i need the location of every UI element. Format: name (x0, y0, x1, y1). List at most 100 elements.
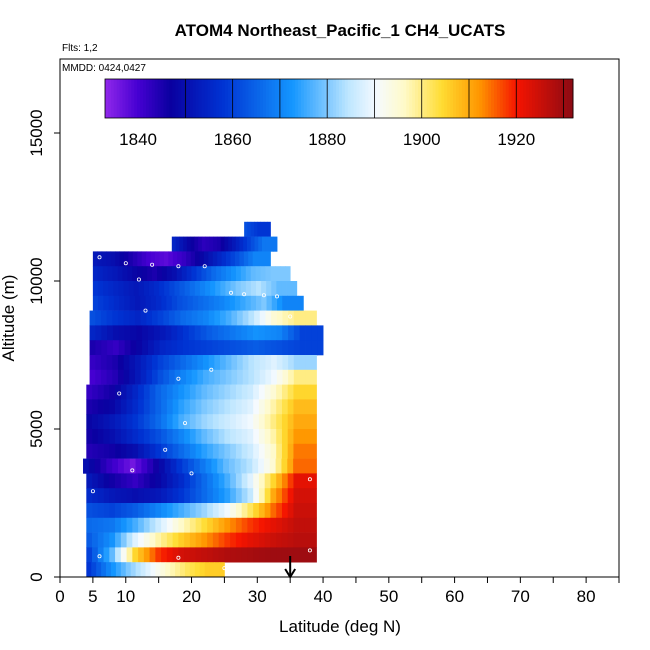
heatmap-cell (172, 251, 178, 267)
heatmap-cell (199, 251, 205, 267)
colorbar-cell (107, 79, 112, 118)
heatmap-cell (184, 517, 191, 533)
heatmap-cell (288, 340, 295, 356)
heatmap-cell (161, 414, 168, 430)
heatmap-cell (203, 355, 210, 371)
heatmap-cell (229, 295, 236, 311)
heatmap-cell (141, 458, 148, 474)
heatmap-cell (161, 429, 168, 445)
heatmap-cell (230, 488, 237, 504)
heatmap-cell (247, 443, 254, 459)
heatmap-cell (206, 325, 213, 341)
heatmap-cell (161, 503, 168, 519)
heatmap-cell (118, 281, 124, 297)
colorbar-cell (327, 79, 331, 118)
heatmap-cell (293, 310, 300, 326)
heatmap-cell (172, 414, 179, 430)
heatmap-cell (149, 547, 156, 563)
heatmap-cell (115, 488, 122, 504)
colorbar-cell (344, 79, 349, 118)
heatmap-cell (264, 429, 271, 445)
heatmap-cell (124, 325, 131, 341)
heatmap-cell (142, 266, 148, 282)
heatmap-cell (235, 429, 243, 445)
heatmap-cell (86, 399, 93, 415)
heatmap-cell (242, 355, 249, 371)
heatmap-cell (112, 340, 120, 356)
heatmap-cell (190, 251, 196, 267)
heatmap-cell (220, 369, 227, 385)
heatmap-cell (275, 266, 281, 282)
heatmap-cell (282, 310, 289, 326)
heatmap-cell (203, 251, 209, 267)
colorbar-cell (540, 79, 545, 118)
heatmap-cell (231, 369, 238, 385)
heatmap-cell (161, 473, 168, 489)
colorbar-cell (283, 79, 287, 118)
heatmap-cell (266, 281, 272, 297)
heatmap-cell (277, 295, 283, 311)
sample-point (123, 261, 128, 266)
colorbar-cell (339, 79, 343, 118)
heatmap-cell (193, 458, 201, 474)
colorbar-cell (371, 79, 375, 118)
heatmap-cell (92, 547, 99, 563)
heatmap-cell (269, 458, 277, 474)
colorbar-cell (511, 79, 515, 118)
heatmap-cell (97, 517, 104, 533)
heatmap-cell (208, 355, 215, 371)
heatmap-cell (172, 488, 179, 504)
heatmap-cell (237, 369, 244, 385)
colorbar-cell (543, 79, 548, 118)
heatmap-cell (235, 399, 243, 415)
heatmap-cell (126, 547, 133, 563)
heatmap-cell (178, 488, 185, 504)
heatmap-cell (259, 355, 266, 371)
heatmap-cell (149, 443, 156, 459)
heatmap-cell (207, 384, 214, 400)
heatmap-cell (103, 473, 110, 489)
heatmap-cell (207, 532, 214, 548)
heatmap-cell (86, 517, 93, 533)
heatmap-cell (89, 369, 96, 385)
heatmap-cell (276, 488, 283, 504)
heatmap-cell (247, 414, 254, 430)
heatmap-cell (169, 281, 175, 297)
heatmap-cell (102, 266, 109, 282)
heatmap-cell (183, 236, 188, 252)
heatmap-cell (208, 310, 215, 326)
colorbar-cell (406, 79, 410, 118)
heatmap-cell (143, 429, 150, 445)
heatmap-cell (92, 503, 99, 519)
colorbar-cell (119, 79, 124, 118)
heatmap-cell (241, 473, 248, 489)
heatmap-cell (221, 251, 227, 267)
heatmap-cell (276, 369, 283, 385)
heatmap-cell (216, 266, 222, 282)
heatmap-cell (281, 547, 289, 563)
heatmap-cell (106, 310, 113, 326)
heatmap-cell (109, 473, 116, 489)
heatmap-cell (140, 310, 147, 326)
heatmap-cell (254, 221, 258, 237)
heatmap-cell (241, 325, 248, 341)
heatmap-cell (128, 281, 135, 297)
heatmap-cell (138, 399, 145, 415)
heatmap-cell (115, 547, 122, 563)
heatmap-cell (305, 369, 312, 385)
heatmap-cell (155, 562, 161, 578)
heatmap-cell (178, 517, 185, 533)
sample-point (90, 489, 95, 494)
heatmap-cell (95, 355, 102, 371)
heatmap-cell (207, 473, 214, 489)
heatmap-cell (112, 369, 119, 385)
heatmap-cell (191, 310, 198, 326)
heatmap-cell (230, 443, 237, 459)
colorbar-cell (131, 79, 135, 118)
heatmap-cell (276, 473, 283, 489)
colorbar-tick-label: 1860 (214, 130, 252, 149)
y-tick-label: 0 (27, 572, 46, 581)
heatmap-cell (253, 384, 260, 400)
heatmap-cell (293, 473, 300, 489)
heatmap-cell (224, 517, 231, 533)
